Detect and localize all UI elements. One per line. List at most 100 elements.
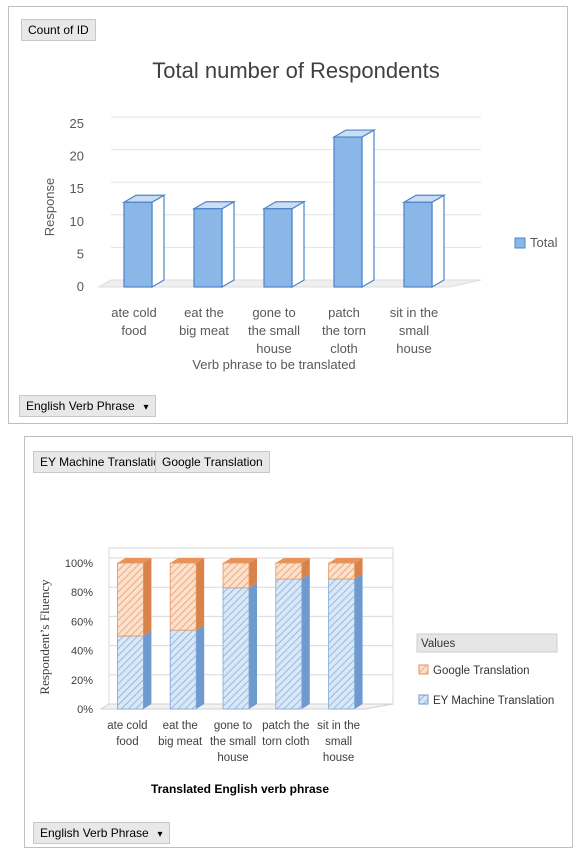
x-category-label: food — [121, 323, 146, 338]
bar-ey-side — [301, 574, 310, 709]
bar-front — [123, 201, 153, 288]
bar-ey-side — [354, 574, 363, 709]
x-category-label: small — [325, 736, 352, 748]
bar-ey-segment — [328, 578, 356, 710]
x-category-label: house — [396, 341, 431, 356]
bar-google-segment — [328, 562, 356, 580]
chart-panel-respondents: Count of ID 0 5 10 15 20 25 Total number of Re… — [8, 6, 568, 424]
bar-ey-segment — [222, 587, 250, 710]
legend-swatch-google — [418, 664, 429, 675]
x-category-label: sit in the — [317, 720, 360, 732]
x-category-label: eat the — [163, 720, 198, 732]
bar-ey-side — [196, 625, 205, 709]
bar-ey-side — [249, 582, 257, 709]
bar-top — [117, 558, 152, 563]
x-axis-title: Translated English verb phrase — [151, 782, 329, 796]
bar-google-side — [301, 558, 310, 580]
filter-label-2: English Verb Phrase — [40, 826, 149, 840]
x-category-label: patch the — [262, 720, 309, 732]
filter-label: English Verb Phrase — [26, 399, 135, 413]
legend-label-google: Google Translation — [433, 665, 530, 677]
x-category-label: gone to — [252, 305, 295, 320]
x-category-label: ate cold — [111, 305, 157, 320]
bar-top — [170, 558, 205, 563]
stacked-bar-4 — [328, 558, 363, 710]
bar-ey-segment — [117, 635, 144, 710]
respondents-bar-chart: 0 5 10 15 20 25 Total number of Respondents Res… — [42, 58, 558, 372]
bar-side — [151, 194, 165, 289]
stacked-bar-1 — [169, 558, 205, 710]
google-translation-field-button[interactable]: Google Translation — [155, 451, 270, 473]
y-tick-label: 20% — [71, 675, 93, 687]
english-verb-phrase-filter-button-2[interactable]: English Verb Phrase — [33, 822, 170, 844]
legend-title-box — [416, 633, 558, 653]
x-category-label: sit in the — [390, 305, 438, 320]
x-category-label: house — [256, 341, 291, 356]
bar-google-side — [196, 558, 205, 631]
bar-total-2 — [261, 200, 307, 289]
bar-side — [361, 128, 375, 289]
chart-title: Total number of Respondents — [152, 58, 439, 83]
bar-google-side — [143, 558, 152, 636]
bar-total-4 — [401, 194, 447, 289]
bar-side — [221, 200, 235, 289]
x-category-label: big meat — [179, 323, 229, 338]
bar-ey-side — [143, 631, 152, 709]
bar-top — [223, 558, 257, 563]
x-category-label: the small — [248, 323, 300, 338]
x-category-label: food — [116, 736, 138, 748]
fluency-stacked-bar-chart: 0% 20% 40% 60% 80% 100% Respondent’s Fluency Tr… — [37, 547, 558, 796]
x-category-label: the torn — [322, 323, 366, 338]
y-tick-label: 100% — [65, 558, 93, 570]
count-of-id-field-button[interactable]: Count of ID — [21, 19, 96, 41]
x-category-label: ate cold — [107, 720, 147, 732]
bar-google-side — [354, 558, 363, 580]
x-category-label: eat the — [184, 305, 224, 320]
bar-front — [193, 208, 223, 288]
x-axis-title: Verb phrase to be translated — [192, 357, 355, 372]
bar-front — [403, 201, 433, 288]
legend-label-ey: EY Machine Translation — [433, 695, 554, 707]
bar-front — [333, 136, 363, 288]
bar-top — [328, 558, 363, 563]
legend-label-total: Total — [530, 235, 558, 250]
y-tick-label: 0 — [77, 279, 84, 294]
bar-total-1 — [191, 200, 237, 289]
x-category-label: big meat — [158, 736, 203, 748]
y-tick-label: 10 — [70, 214, 84, 229]
y-tick-label: 5 — [77, 246, 84, 261]
bar-top — [275, 558, 310, 563]
y-tick-label: 20 — [70, 149, 84, 164]
stacked-bar-3 — [275, 558, 310, 710]
bar-side — [291, 200, 305, 289]
x-category-label: house — [217, 752, 248, 764]
english-verb-phrase-filter-button[interactable]: English Verb Phrase — [19, 395, 156, 417]
x-category-label: cloth — [330, 341, 357, 356]
y-tick-label: 25 — [70, 116, 84, 131]
x-category-label: gone to — [214, 720, 252, 732]
x-category-label: house — [323, 752, 354, 764]
bar-ey-segment — [275, 578, 303, 710]
y-tick-label: 80% — [71, 587, 93, 599]
bar-side — [431, 194, 445, 289]
stacked-bar-2 — [222, 558, 257, 710]
y-tick-label: 0% — [77, 704, 93, 716]
bar-ey-segment — [169, 629, 197, 710]
bar-google-segment — [117, 562, 144, 637]
chart-panel-fluency: EY Machine Translation Google Translatio… — [24, 436, 573, 848]
x-category-label: torn cloth — [262, 736, 309, 748]
y-tick-label: 60% — [71, 616, 93, 628]
y-tick-label: 15 — [70, 181, 84, 196]
legend-swatch-total — [514, 237, 526, 249]
bar-google-segment — [275, 562, 303, 580]
bar-google-side — [249, 558, 257, 588]
x-category-label: the small — [210, 736, 256, 748]
y-tick-label: 40% — [71, 646, 93, 658]
bar-front — [263, 208, 293, 288]
bar-google-segment — [169, 562, 197, 631]
stacked-bar-0 — [117, 558, 152, 710]
bar-google-segment — [222, 562, 250, 589]
legend-title: Values — [421, 638, 456, 650]
x-category-label: small — [399, 323, 429, 338]
y-axis-title: Response — [42, 178, 57, 237]
